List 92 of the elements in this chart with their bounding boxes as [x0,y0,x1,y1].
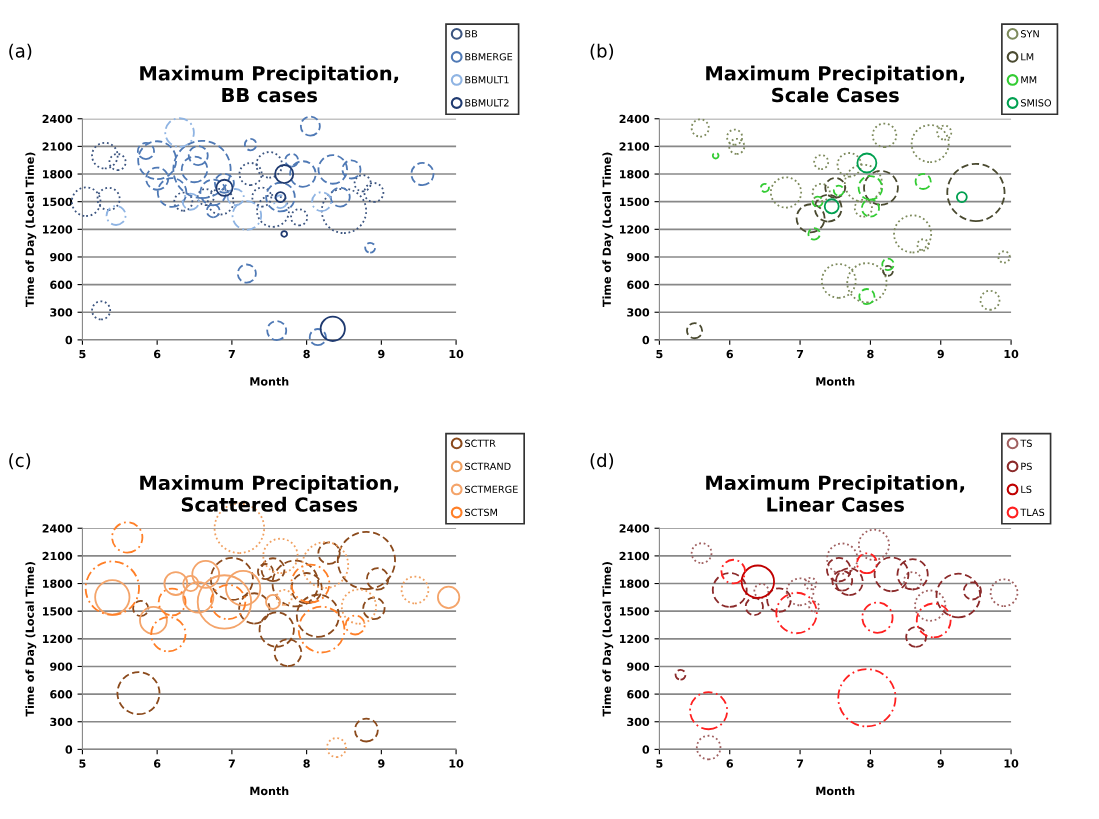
y-tick-label: 2100 [619,142,650,151]
y-tick-label: 900 [50,662,73,671]
text: (b) [590,43,614,60]
y-tick-label: 1800 [620,579,650,588]
text: (a) [9,43,32,60]
chart-title: Maximum Precipitation, BB cases [140,65,399,103]
legend-label: SCTTR [465,439,496,447]
y-tick-label: 1500 [620,197,650,207]
y-tick-label: 1800 [620,170,650,179]
x-tick-label: 9 [937,349,944,359]
y-tick-label: 0 [65,745,73,754]
legend-label: TLAS [1020,508,1045,517]
x-tick-label: 9 [937,759,944,768]
y-axis-title: Time of Day (Local Time) [25,562,37,717]
y-tick-label: 600 [627,690,650,699]
y-tick-label: 2400 [619,114,650,124]
x-tick-label: 9 [378,759,385,768]
x-tick-label: 6 [153,759,161,768]
legend-label: PS [1021,462,1032,470]
x-tick-label: 5 [656,349,663,359]
y-tick-label: 2400 [42,114,73,124]
text: (c) [9,453,31,470]
legend-label: SMISO [1020,99,1052,107]
y-tick-label: 300 [50,717,73,727]
x-tick-label: 5 [79,759,86,768]
y-tick-label: 300 [627,308,650,317]
x-tick-label: 5 [656,759,663,768]
y-axis-title: Time of Day (Local Time) [25,152,37,307]
y-tick-label: 1200 [620,225,650,234]
y-tick-label: 2400 [42,524,73,533]
legend-label: MM [1021,76,1037,84]
y-tick-label: 600 [50,280,73,289]
legend-label: SYN [1020,30,1039,38]
y-tick-label: 300 [627,717,650,727]
y-tick-label: 2100 [42,142,73,151]
y-tick-label: 1800 [43,579,73,588]
x-tick-label: 10 [449,759,464,768]
y-tick-label: 1500 [620,607,650,616]
chart-title: Maximum Precipitation, Scale Cases [706,65,965,103]
x-tick-label: 10 [1004,349,1019,359]
x-tick-label: 6 [726,759,733,768]
x-tick-label: 10 [449,349,464,359]
y-tick-label: 2100 [619,551,650,561]
y-tick-label: 900 [627,662,650,671]
x-tick-label: 7 [796,759,804,768]
x-axis-title: Month [816,377,855,386]
legend-label: TS [1020,439,1032,447]
y-tick-label: 0 [65,335,73,345]
y-tick-label: 1800 [43,170,73,179]
legend-label: SCTSM [465,508,497,517]
legend-label: BB [465,30,478,38]
x-axis-title: Month [250,786,289,796]
text: (d) [590,453,614,470]
chart-title: Maximum Precipitation, Scattered Cases [140,475,399,512]
x-tick-label: 8 [303,349,310,359]
x-tick-label: 8 [867,759,874,768]
y-tick-label: 600 [627,280,650,289]
y-tick-label: 0 [642,335,650,345]
chart-title: Maximum Precipitation, Linear Cases [706,475,965,512]
y-tick-label: 1500 [43,607,73,616]
y-tick-label: 300 [50,308,73,317]
legend-label: BBMULT1 [465,76,509,84]
y-axis-title: Time of Day (Local Time) [602,562,614,717]
x-tick-label: 6 [153,349,161,359]
x-tick-label: 10 [1004,759,1019,768]
x-axis-title: Month [250,377,289,386]
x-tick-label: 7 [228,759,235,768]
legend-label: SCTMERGE [465,485,518,494]
y-tick-label: 2400 [619,524,650,533]
legend-label: SCTRAND [465,462,511,470]
legend-label: BBMULT2 [465,99,509,107]
x-tick-label: 7 [228,349,235,359]
legend-label: LM [1021,53,1034,61]
x-tick-label: 7 [796,349,804,359]
y-tick-label: 900 [50,252,73,262]
x-tick-label: 9 [378,349,385,359]
y-tick-label: 2100 [42,551,73,561]
y-tick-label: 0 [642,745,650,754]
x-tick-label: 5 [79,349,86,359]
x-axis-title: Month [816,786,855,796]
y-tick-label: 1200 [43,634,73,644]
legend-label: LS [1021,485,1032,494]
y-tick-label: 1500 [43,197,73,207]
y-tick-label: 1200 [620,634,650,644]
y-axis-title: Time of Day (Local Time) [602,152,614,307]
x-tick-label: 6 [726,349,733,359]
x-tick-label: 8 [303,759,310,768]
y-tick-label: 900 [627,252,650,262]
y-tick-label: 600 [50,690,73,699]
x-tick-label: 8 [867,349,874,359]
y-tick-label: 1200 [43,225,73,234]
legend-label: BBMERGE [465,53,513,61]
